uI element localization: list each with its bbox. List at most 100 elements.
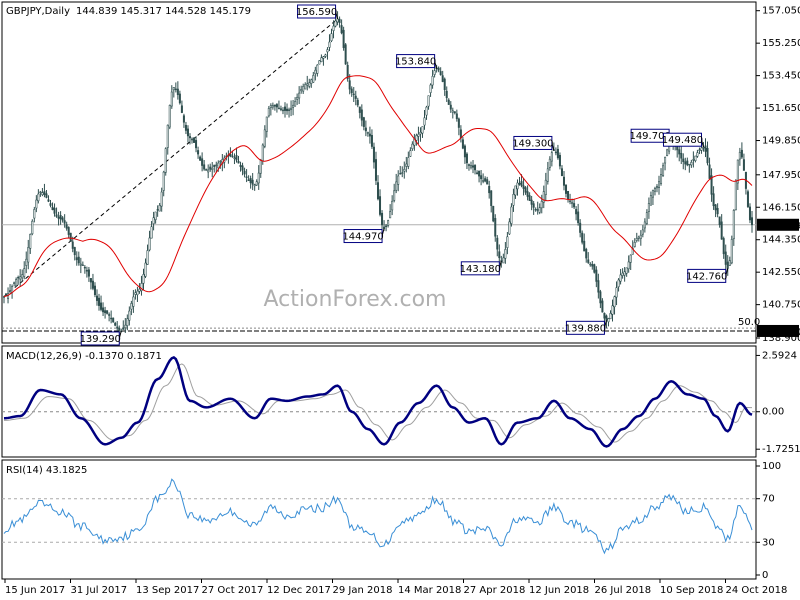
rsi-tick-label: 100: [762, 461, 781, 472]
candle-body: [611, 305, 614, 315]
candle-body: [138, 288, 141, 292]
candle-body: [193, 137, 196, 143]
candle-body: [271, 105, 274, 108]
macd-line: [3, 355, 753, 448]
candle-body: [698, 149, 701, 151]
price-markers: 145.179 139.290: [757, 218, 800, 338]
candle-body: [376, 182, 380, 200]
candle-body: [19, 276, 22, 280]
candle-body: [480, 175, 483, 180]
candle-body: [322, 56, 325, 59]
candle-body: [100, 302, 103, 310]
candle-body: [415, 135, 418, 141]
rsi-title: RSI(14) 43.1825: [6, 465, 87, 476]
macd-pane[interactable]: [1, 345, 757, 458]
candle-body: [463, 145, 466, 158]
time-tick-label: 12 Jun 2018: [529, 585, 589, 596]
candle-body: [310, 79, 313, 84]
candle-body: [706, 148, 709, 164]
candle-body: [288, 109, 291, 111]
price-annotation: 139.290: [80, 330, 122, 346]
price-tick-label: 155.250: [762, 38, 800, 49]
price-annotation: 139.880: [565, 320, 607, 335]
candle-body: [389, 211, 392, 219]
candle-body: [702, 146, 705, 149]
candle-body: [569, 200, 572, 203]
candle-body: [320, 57, 323, 63]
candle-body: [71, 241, 74, 249]
annotation-label: 139.290: [80, 334, 121, 345]
candle-body: [587, 259, 590, 263]
candle-body: [660, 174, 663, 184]
annotation-label: 143.180: [460, 264, 501, 275]
candle-body: [39, 191, 42, 194]
candle-body: [374, 159, 377, 181]
price-annotation: 142.760: [686, 268, 729, 283]
candle-body: [633, 241, 636, 247]
candle-body: [609, 313, 612, 320]
candle-body: [560, 168, 563, 177]
candle-body: [488, 185, 491, 194]
candle-body: [451, 110, 454, 113]
candle-body: [538, 207, 541, 213]
annotation-box: [460, 261, 500, 276]
candle-body: [615, 287, 618, 298]
candle-body: [601, 300, 604, 313]
candle-body: [217, 162, 220, 169]
candle-body: [639, 234, 642, 240]
candle-body: [358, 106, 361, 113]
chart-ohlc: 144.839 145.317 144.528 145.179: [76, 6, 251, 17]
candle-body: [510, 206, 513, 224]
candle-body: [195, 140, 198, 149]
candle-body: [259, 159, 262, 174]
annotation-label: 149.480: [662, 135, 703, 146]
price-annotation: 144.970: [342, 228, 385, 244]
candle-body: [255, 181, 258, 186]
candle-body: [35, 199, 38, 209]
price-pane[interactable]: [1, 1, 757, 344]
candle-body: [439, 71, 442, 76]
trendline[interactable]: [3, 18, 338, 297]
candle-body: [694, 155, 697, 162]
candle-body: [627, 261, 630, 270]
candle-body: [281, 109, 284, 112]
candle-body: [607, 318, 610, 323]
candle-body: [162, 171, 165, 191]
support-price-marker: 139.290: [757, 324, 800, 338]
candle-body: [126, 318, 129, 326]
candle-body: [112, 317, 115, 323]
candle-body: [542, 191, 545, 203]
candle-body: [83, 266, 86, 269]
candle-body: [273, 104, 276, 107]
candle-body: [583, 240, 586, 252]
candle-body: [603, 313, 606, 319]
macd-tick-label: -1.7251: [762, 444, 800, 455]
annotation-label: 153.840: [395, 57, 436, 68]
candle-body: [599, 291, 602, 304]
candle-body: [421, 126, 424, 134]
candle-body: [106, 310, 109, 314]
candle-body: [393, 190, 396, 201]
time-tick-label: 29 Jan 2018: [333, 585, 393, 596]
candle-body: [263, 129, 266, 147]
candle-body: [174, 88, 177, 91]
candle-body: [330, 33, 333, 42]
candle-body: [385, 225, 388, 227]
time-axis: 15 Jun 2017 31 Jul 2017 13 Sep 2017 27 Oct …: [4, 579, 787, 596]
candle-body: [17, 276, 20, 279]
candle-body: [233, 157, 236, 159]
candle-body: [605, 315, 608, 321]
price-annotation: 149.300: [512, 135, 555, 151]
candle-body: [205, 169, 208, 171]
annotation-label: 139.880: [565, 323, 606, 334]
candle-body: [649, 195, 652, 206]
candle-body: [558, 154, 561, 167]
candle-body: [554, 151, 557, 154]
candle-body: [431, 75, 434, 86]
candle-body: [395, 181, 398, 191]
candle-body: [59, 214, 62, 220]
rsi-pane[interactable]: [1, 459, 757, 580]
candle-body: [229, 154, 232, 157]
candle-body: [710, 175, 713, 195]
